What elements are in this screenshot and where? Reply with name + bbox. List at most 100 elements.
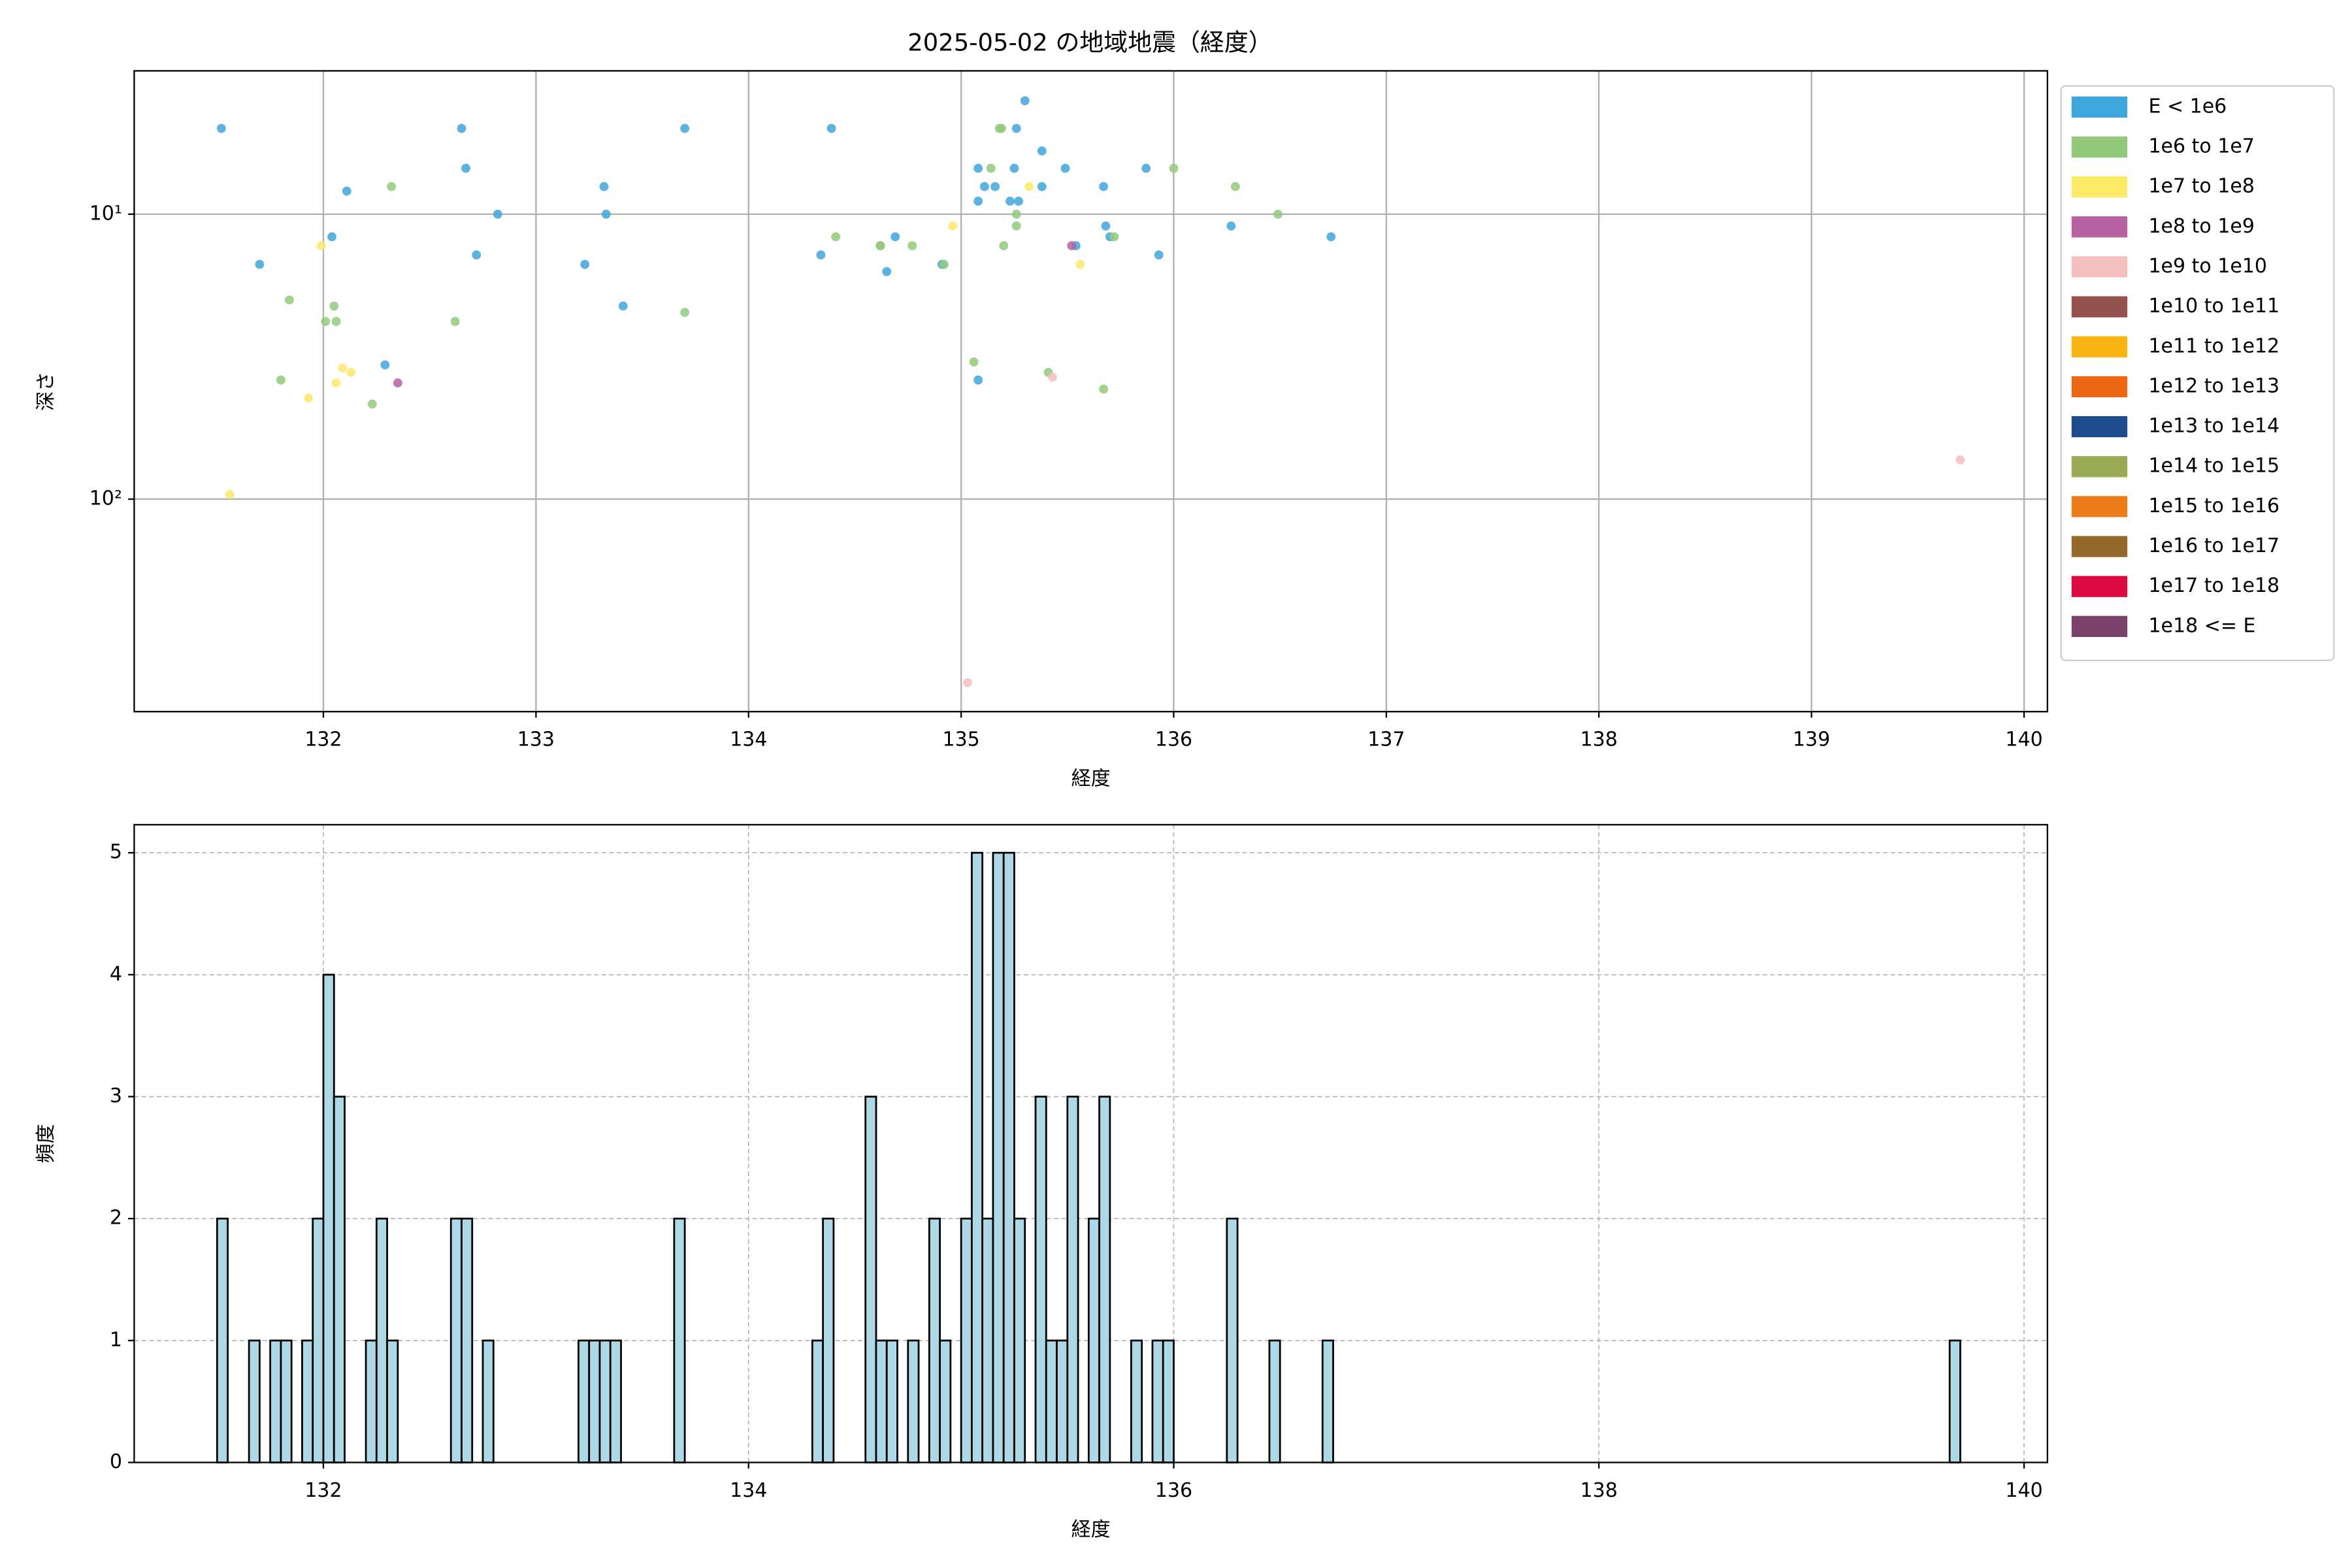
point (321, 317, 331, 327)
x-axis-label: 経度 (1071, 768, 1111, 791)
x-tick-label: 140 (2005, 1479, 2042, 1502)
bar (333, 1096, 346, 1463)
point (618, 301, 628, 311)
legend-label: 1e6 to 1e7 (2148, 135, 2254, 158)
plot-border (133, 824, 2048, 1463)
point (890, 232, 900, 242)
point (338, 363, 348, 373)
bar (1087, 1217, 1101, 1463)
point (1273, 209, 1282, 219)
bar (598, 1339, 612, 1463)
legend-label: 1e10 to 1e11 (2148, 295, 2279, 318)
bar (1948, 1339, 1961, 1463)
point (255, 259, 265, 269)
point (1005, 196, 1015, 206)
bar (1268, 1339, 1281, 1463)
bar (248, 1339, 261, 1463)
point (1154, 250, 1164, 260)
y-tick-label: 10² (90, 487, 122, 510)
legend-label: 1e14 to 1e15 (2148, 455, 2279, 478)
point (1011, 221, 1021, 231)
bar (269, 1339, 282, 1463)
legend-swatch (2071, 136, 2128, 158)
legend-swatch (2071, 176, 2128, 198)
point (1326, 232, 1336, 242)
bar (216, 1217, 229, 1463)
point (1141, 163, 1151, 173)
point (316, 241, 326, 251)
point (1075, 259, 1085, 269)
bar (1013, 1217, 1026, 1463)
y-tick-label: 2 (110, 1207, 122, 1230)
bar (971, 851, 984, 1463)
point (1048, 372, 1057, 382)
point (331, 317, 341, 327)
legend-swatch (2071, 416, 2128, 438)
legend-swatch (2071, 536, 2128, 557)
point (387, 182, 397, 191)
point (962, 678, 972, 687)
point (680, 123, 690, 133)
x-tick-label: 137 (1367, 728, 1405, 751)
bar (1066, 1096, 1079, 1463)
legend-label: 1e11 to 1e12 (2148, 335, 2279, 357)
bar (588, 1339, 601, 1463)
point (601, 209, 611, 219)
x-tick-label: 136 (1155, 728, 1192, 751)
point (907, 241, 917, 251)
point (216, 123, 226, 133)
point (457, 123, 466, 133)
y-axis-label: 深さ (35, 372, 57, 411)
point (1011, 123, 1021, 133)
bar (1226, 1217, 1239, 1463)
y-tick-label: 4 (110, 962, 122, 985)
point (680, 308, 690, 317)
plot-border (133, 70, 2048, 713)
chart-title: 2025-05-02 の地域地震（経度） (907, 28, 1272, 56)
bar (1056, 1339, 1069, 1463)
bar (386, 1339, 399, 1463)
bar (939, 1339, 952, 1463)
point (973, 163, 983, 173)
legend-label: 1e13 to 1e14 (2148, 415, 2279, 438)
bar (1151, 1339, 1164, 1463)
bar (907, 1339, 920, 1463)
point (1109, 232, 1119, 242)
x-tick-label: 139 (1793, 728, 1830, 751)
point (461, 163, 470, 173)
bar (301, 1339, 314, 1463)
point (1037, 146, 1047, 156)
bar (811, 1339, 825, 1463)
x-tick-label: 132 (304, 728, 342, 751)
bar (822, 1217, 835, 1463)
point (969, 357, 979, 367)
legend-swatch (2071, 615, 2128, 637)
legend-swatch (2071, 456, 2128, 478)
legend-label: 1e9 to 1e10 (2148, 255, 2267, 278)
point (875, 241, 885, 251)
bar (375, 1217, 388, 1463)
point (1230, 182, 1240, 191)
point (1014, 196, 1023, 206)
point (999, 241, 1009, 251)
legend-swatch (2071, 576, 2128, 597)
point (380, 360, 390, 370)
point (1060, 163, 1070, 173)
point (327, 232, 336, 242)
point (939, 259, 949, 269)
point (599, 182, 609, 191)
point (973, 375, 983, 385)
point (346, 368, 356, 377)
point (580, 259, 590, 269)
point (1101, 221, 1111, 231)
point (1169, 163, 1179, 173)
legend-swatch (2071, 336, 2128, 357)
x-axis-label: 経度 (1071, 1518, 1111, 1541)
x-tick-label: 133 (517, 728, 555, 751)
y-tick-label: 0 (110, 1450, 122, 1473)
point (304, 393, 314, 403)
x-tick-label: 134 (730, 728, 767, 751)
